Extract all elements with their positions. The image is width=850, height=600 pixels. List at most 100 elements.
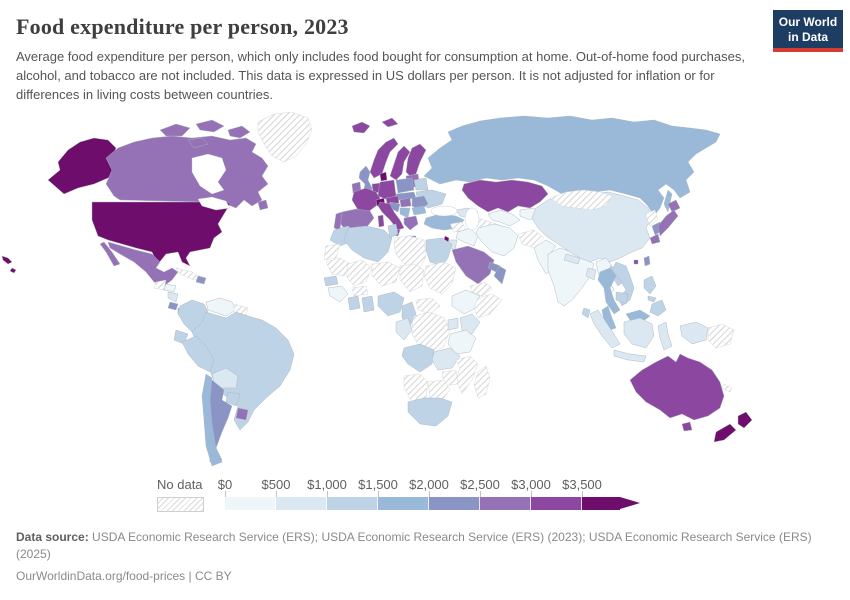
country-russia[interactable]	[423, 115, 721, 217]
country-botswana[interactable]	[427, 379, 451, 401]
country-madagascar[interactable]	[473, 365, 491, 399]
country-vietnam[interactable]	[611, 261, 635, 307]
country-western-sahara[interactable]	[323, 243, 341, 261]
legend-bin-swatch[interactable]	[582, 497, 620, 510]
country-sudan[interactable]	[423, 261, 457, 295]
country-canada-arctic-2[interactable]	[195, 119, 225, 133]
country-sakhalin[interactable]	[663, 189, 673, 213]
country-libya[interactable]	[393, 235, 427, 269]
country-nigeria[interactable]	[377, 291, 405, 317]
country-cambodia[interactable]	[615, 291, 629, 305]
country-iran[interactable]	[475, 223, 519, 257]
country-uzbekistan[interactable]	[487, 209, 521, 227]
country-united-states[interactable]	[91, 199, 231, 267]
legend-bin-swatch[interactable]	[276, 497, 327, 510]
country-venezuela[interactable]	[205, 297, 237, 317]
country-gabon-congo[interactable]	[395, 317, 413, 341]
country-chad[interactable]	[399, 263, 425, 293]
country-mongolia[interactable]	[549, 189, 613, 211]
country-kazakhstan[interactable]	[461, 179, 549, 213]
country-hong-kong[interactable]	[633, 259, 639, 265]
country-denmark[interactable]	[379, 171, 388, 182]
country-papua-new-guinea[interactable]	[707, 323, 735, 349]
country-hawaii-1[interactable]	[1, 255, 13, 265]
country-dr-congo[interactable]	[411, 311, 451, 355]
country-north-korea[interactable]	[644, 209, 659, 227]
country-newfoundland[interactable]	[257, 199, 269, 211]
country-japan-kyushu[interactable]	[649, 233, 661, 245]
country-mexico[interactable]	[107, 241, 179, 287]
country-costa-rica[interactable]	[167, 301, 179, 311]
country-burkina-faso[interactable]	[351, 285, 369, 297]
country-uruguay[interactable]	[235, 407, 249, 421]
country-portugal[interactable]	[333, 211, 343, 231]
country-united-arab-emirates[interactable]	[487, 261, 501, 273]
owid-logo[interactable]: Our World in Data	[773, 10, 843, 52]
country-hungary[interactable]	[399, 197, 412, 208]
country-canada-arctic-4[interactable]	[187, 137, 209, 149]
country-japan-honshu[interactable]	[657, 209, 679, 237]
country-tunisia[interactable]	[387, 223, 399, 239]
country-angola[interactable]	[401, 343, 435, 373]
country-ivory-coast[interactable]	[347, 295, 361, 311]
country-dominican-republic[interactable]	[195, 275, 207, 285]
country-poland[interactable]	[395, 177, 415, 194]
country-yemen[interactable]	[469, 281, 493, 297]
country-france[interactable]	[351, 187, 381, 213]
country-chile[interactable]	[201, 373, 223, 467]
country-taiwan[interactable]	[643, 255, 651, 267]
country-svalbard[interactable]	[381, 117, 399, 128]
country-uganda[interactable]	[447, 317, 459, 331]
country-somalia[interactable]	[473, 293, 503, 319]
country-kalimantan[interactable]	[623, 317, 655, 349]
country-thailand[interactable]	[597, 267, 621, 315]
country-canada[interactable]	[105, 135, 269, 209]
country-iceland[interactable]	[351, 121, 371, 134]
country-guinea[interactable]	[327, 285, 349, 303]
legend-bin-swatch[interactable]	[429, 497, 480, 510]
country-norway[interactable]	[369, 137, 399, 179]
country-new-zealand-north[interactable]	[737, 411, 753, 429]
country-belarus[interactable]	[413, 177, 429, 191]
country-sardinia[interactable]	[377, 214, 385, 228]
country-greece[interactable]	[403, 215, 419, 231]
country-java[interactable]	[613, 349, 647, 363]
country-greenland[interactable]	[257, 111, 313, 163]
country-bulgaria[interactable]	[411, 205, 427, 216]
country-sweden[interactable]	[389, 145, 411, 181]
country-tanzania[interactable]	[447, 329, 477, 355]
country-afghanistan[interactable]	[517, 229, 545, 249]
country-mali[interactable]	[345, 259, 373, 287]
country-sri-lanka[interactable]	[581, 307, 591, 319]
country-saudi-arabia[interactable]	[451, 245, 495, 285]
country-bangladesh[interactable]	[585, 267, 597, 281]
country-canada-arctic-1[interactable]	[159, 123, 191, 137]
country-australia[interactable]	[629, 353, 725, 421]
legend-bin-swatch[interactable]	[531, 497, 582, 510]
country-serbia-balkans[interactable]	[399, 207, 411, 219]
legend-no-data-swatch[interactable]	[157, 497, 204, 512]
legend-bin-swatch[interactable]	[327, 497, 378, 510]
country-nepal[interactable]	[563, 253, 581, 265]
legend-bin-swatch[interactable]	[480, 497, 531, 510]
country-hawaii-2[interactable]	[9, 267, 17, 274]
legend-bin-swatch[interactable]	[378, 497, 429, 510]
country-nicaragua[interactable]	[167, 291, 179, 303]
country-niger[interactable]	[371, 261, 401, 287]
country-south-africa[interactable]	[407, 397, 453, 427]
country-mozambique[interactable]	[455, 355, 479, 395]
country-malaysia-borneo[interactable]	[625, 309, 651, 323]
country-philippines-visayas[interactable]	[647, 295, 657, 303]
country-egypt[interactable]	[425, 237, 453, 267]
country-central-african-republic[interactable]	[415, 297, 441, 315]
country-new-caledonia[interactable]	[721, 383, 733, 393]
legend-bin-swatch[interactable]	[225, 497, 276, 510]
country-finland[interactable]	[405, 143, 427, 177]
country-paraguay[interactable]	[225, 391, 241, 407]
country-senegal[interactable]	[323, 275, 339, 287]
country-sumatra[interactable]	[589, 309, 621, 349]
country-japan-hokkaido[interactable]	[667, 199, 681, 213]
country-honduras[interactable]	[163, 283, 177, 293]
country-baja-california[interactable]	[99, 241, 121, 267]
country-philippines-mindanao[interactable]	[649, 299, 667, 317]
